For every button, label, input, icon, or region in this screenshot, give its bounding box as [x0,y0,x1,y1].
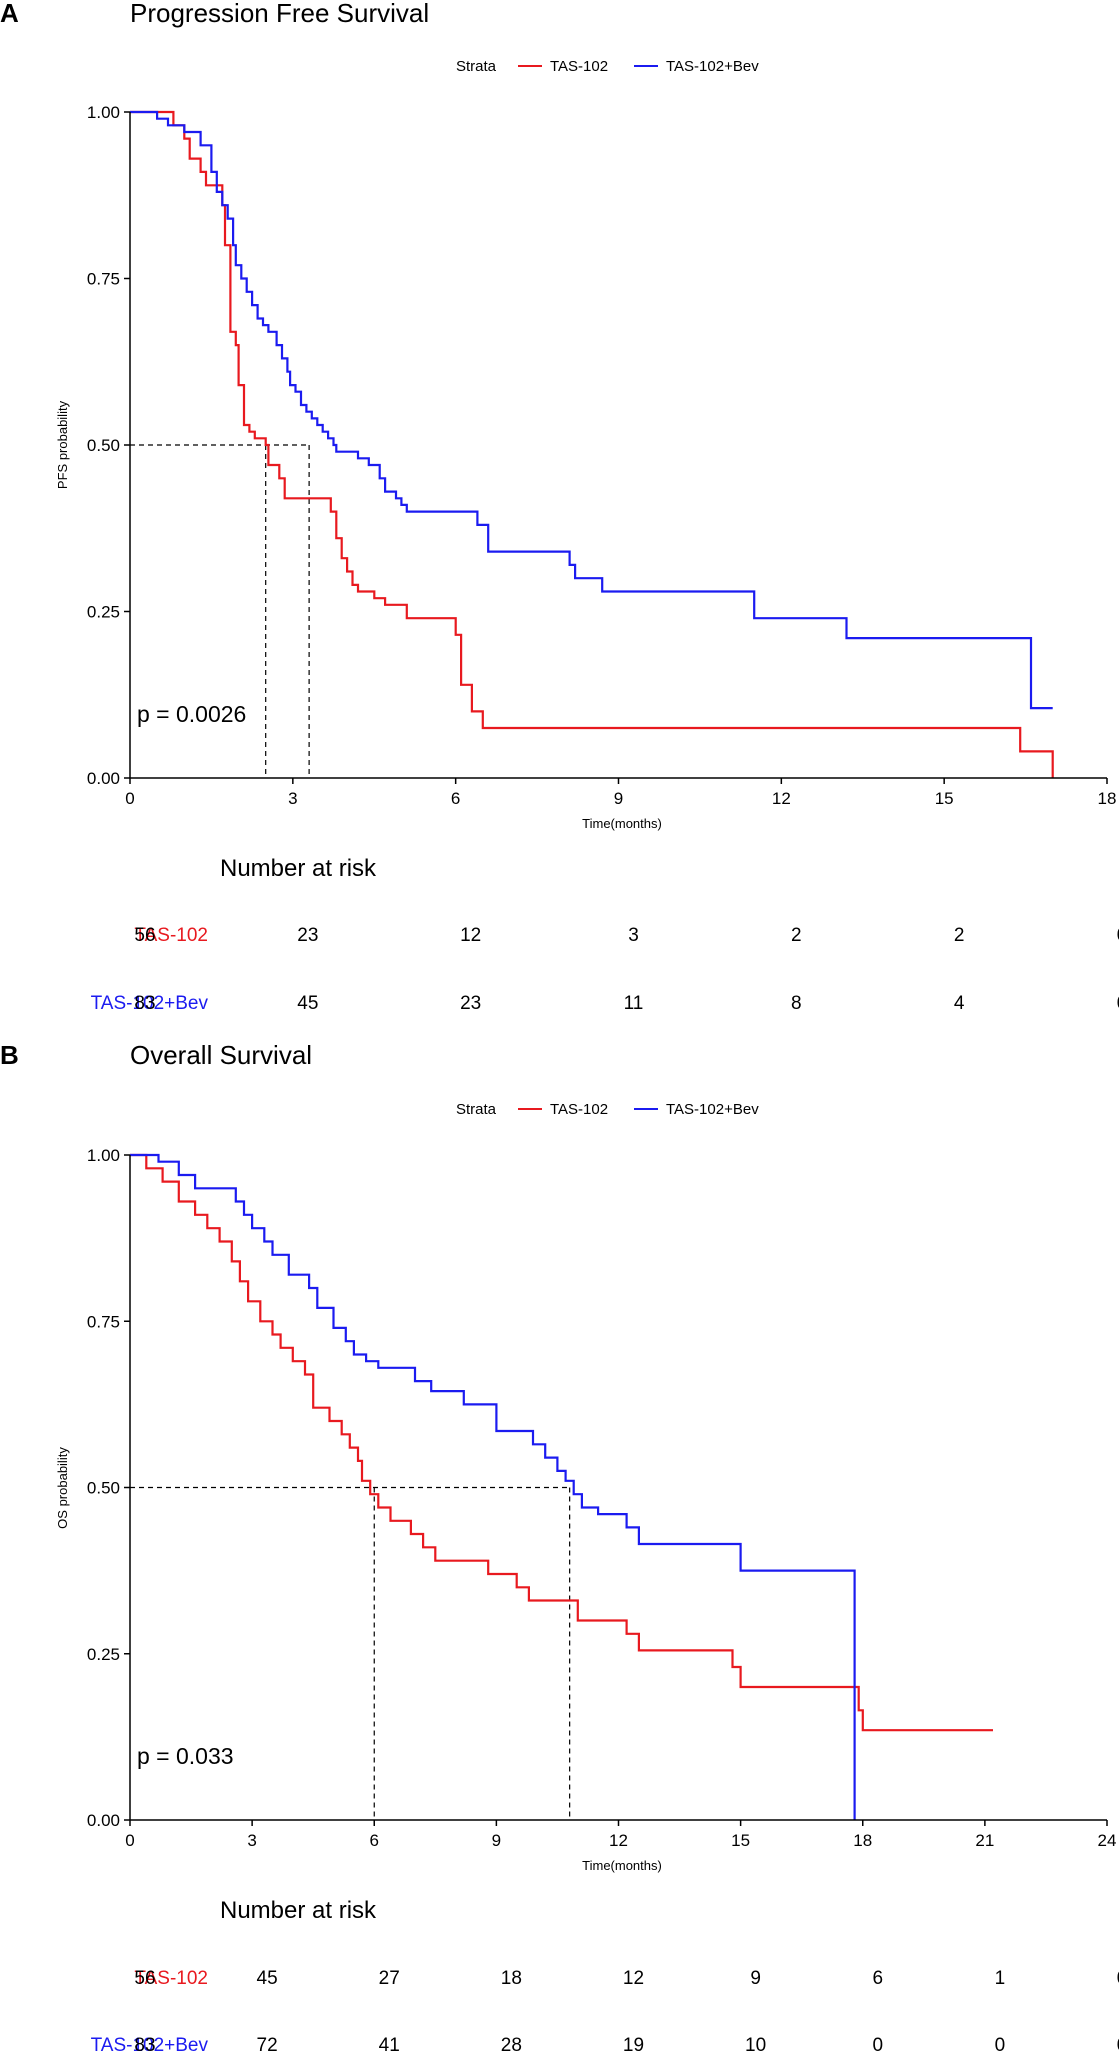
risk-count: 0 [995,2035,1006,2056]
risk-count: 41 [379,2035,400,2056]
y-tick-label: 0.50 [87,436,120,455]
risk-count: 45 [297,993,318,1014]
y-tick-label: 1.00 [87,103,120,122]
risk-count: 11 [624,993,644,1014]
survival-curve-tas102 [130,1153,993,1732]
chart-title-os: Overall Survival [130,1040,312,1070]
survival-curve-tas102-bev [130,110,1053,710]
risk-count: 3 [628,925,639,946]
risk-count: 0 [1117,2035,1119,2056]
x-tick-label: 24 [1098,1831,1117,1850]
y-tick-label: 0.25 [87,1645,120,1664]
legend-label-tas102: TAS-102 [550,1101,608,1118]
risk-count: 0 [1117,1968,1119,1989]
x-axis-label-a: Time(months) [582,816,662,831]
risk-count: 27 [379,1968,400,1989]
risk-count: 23 [460,993,481,1014]
risk-table-b: Number at risk TAS-102 TAS-102+Bev 56 45 2… [91,1897,1119,2056]
risk-count: 4 [954,993,965,1014]
risk-row-label-tas102: TAS-102 [134,1968,208,1989]
panel-letter-b: B [0,1040,19,1070]
risk-count: 12 [623,1968,644,1989]
risk-row-label-tas102: TAS-102 [134,925,208,946]
x-tick-label: 3 [247,1831,256,1850]
y-tick-label: 0.25 [87,603,120,622]
risk-count: 8 [791,993,802,1014]
survival-curve-tas102-bev [130,1153,856,1820]
median-lines-a [130,444,310,778]
x-tick-label: 6 [451,789,460,808]
legend-label-tas102: TAS-102 [550,58,608,75]
risk-count: 2 [954,925,965,946]
x-tick-label: 12 [772,789,791,808]
risk-count: 10 [745,2035,766,2056]
risk-count: 1 [995,1968,1006,1989]
x-tick-label: 21 [975,1831,994,1850]
risk-count: 9 [750,1968,761,1989]
risk-count: 56 [134,1968,155,1989]
legend-title: Strata [456,1101,497,1118]
y-tick-label: 0.75 [87,270,120,289]
axis-ticks-b: 0 3 6 9 12 15 18 21 24 0.00 0.25 0.50 0.75 1.00 [87,1146,1117,1850]
y-tick-label: 0.00 [87,1811,120,1830]
survival-curves-b [130,1153,993,1820]
risk-count: 83 [134,993,155,1014]
x-tick-label: 6 [370,1831,379,1850]
risk-values-a: 56 23 12 3 2 2 0 83 45 23 11 8 4 0 [134,925,1119,1014]
chart-title-pfs: Progression Free Survival [130,0,429,28]
risk-count: 0 [872,2035,883,2056]
x-tick-label: 0 [125,1831,134,1850]
risk-table-a: Number at risk TAS-102 TAS-102+Bev 56 23 1… [91,855,1119,1014]
x-tick-label: 18 [853,1831,872,1850]
y-tick-label: 1.00 [87,1146,120,1165]
x-tick-label: 9 [492,1831,501,1850]
x-tick-label: 12 [609,1831,628,1850]
risk-count: 72 [257,2035,278,2056]
risk-values-b: 56452718129610837241281910000 [134,1968,1119,2056]
median-lines-b [130,1486,571,1820]
legend-label-tas102-bev: TAS-102+Bev [666,1101,759,1118]
risk-count: 56 [134,925,155,946]
legend-a: Strata TAS-102 TAS-102+Bev [456,58,759,75]
axis-ticks-a: 0 3 6 9 12 15 18 0.00 0.25 0.50 0.75 1.00 [87,103,1117,808]
risk-row-label-tas102-bev: TAS-102+Bev [91,993,209,1014]
risk-count: 23 [297,925,318,946]
y-axis-label-a: PFS probability [55,400,70,489]
risk-table-title-b: Number at risk [220,1897,377,1924]
panel-b-os: B Overall Survival Strata TAS-102 TAS-10… [0,1040,1119,2056]
risk-count: 12 [460,925,481,946]
legend-title: Strata [456,58,497,75]
risk-count: 45 [257,1968,278,1989]
x-tick-label: 9 [614,789,623,808]
risk-count: 18 [501,1968,522,1989]
risk-table-title-a: Number at risk [220,855,377,882]
p-value-b: p = 0.033 [137,1743,234,1769]
panel-letter-a: A [0,0,19,28]
x-axis-label-b: Time(months) [582,1858,662,1873]
x-tick-label: 15 [935,789,954,808]
legend-b: Strata TAS-102 TAS-102+Bev [456,1101,759,1118]
risk-count: 19 [623,2035,644,2056]
risk-count: 0 [1117,993,1119,1014]
risk-count: 28 [501,2035,522,2056]
y-tick-label: 0.00 [87,769,120,788]
panel-a-pfs: A Progression Free Survival Strata TAS-1… [0,0,1119,1014]
p-value-a: p = 0.0026 [137,701,246,727]
survival-curves-a [130,110,1054,778]
survival-curve-tas102 [130,110,1054,778]
y-tick-label: 0.50 [87,1479,120,1498]
risk-count: 83 [134,2035,155,2056]
y-axis-label-b: OS probability [55,1447,70,1529]
x-tick-label: 18 [1098,789,1117,808]
x-tick-label: 3 [288,789,297,808]
x-tick-label: 15 [731,1831,750,1850]
y-tick-label: 0.75 [87,1312,120,1331]
x-tick-label: 0 [125,789,134,808]
risk-row-label-tas102-bev: TAS-102+Bev [91,2035,209,2056]
risk-count: 6 [872,1968,883,1989]
risk-count: 0 [1117,925,1119,946]
risk-count: 2 [791,925,802,946]
legend-label-tas102-bev: TAS-102+Bev [666,58,759,75]
